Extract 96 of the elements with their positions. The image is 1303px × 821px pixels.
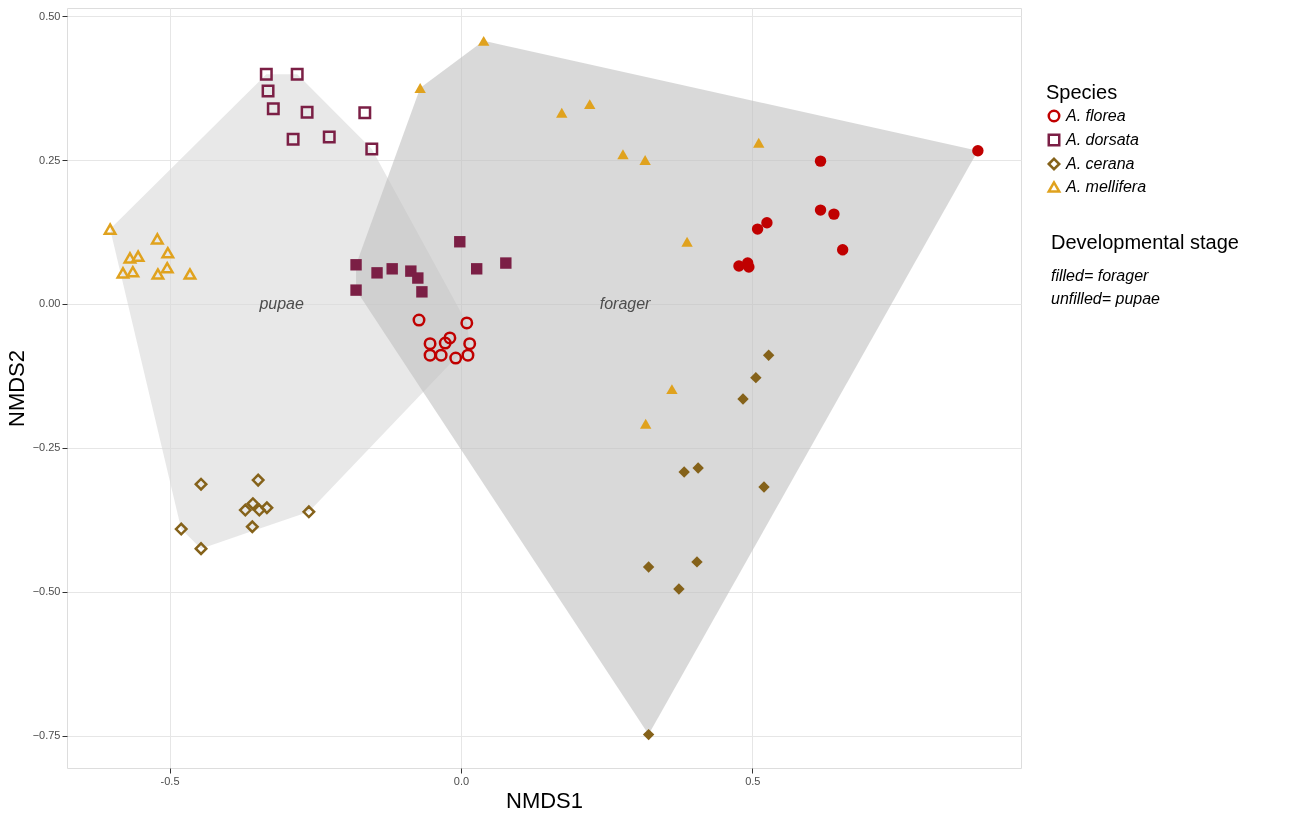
y-tick-label: 0.25	[39, 153, 61, 166]
point	[302, 505, 316, 519]
point	[414, 83, 426, 93]
point	[814, 204, 827, 216]
y-tick-label: 0.50	[39, 9, 61, 22]
point	[642, 728, 655, 741]
text: filled= forager	[1051, 267, 1150, 284]
text: Developmental stage	[1051, 231, 1239, 253]
point	[762, 349, 775, 361]
point	[737, 393, 749, 405]
point	[681, 236, 693, 247]
point	[290, 67, 304, 81]
point	[286, 132, 300, 146]
point	[666, 384, 678, 395]
point	[556, 107, 568, 118]
point	[673, 583, 685, 595]
point	[245, 520, 259, 534]
point	[972, 145, 984, 157]
point	[131, 250, 145, 262]
point	[470, 263, 483, 275]
legend-label: A. cerana	[1065, 155, 1135, 172]
point	[151, 268, 165, 280]
point	[300, 105, 314, 119]
point	[123, 252, 137, 264]
point	[753, 137, 765, 148]
point	[322, 130, 336, 144]
point	[350, 259, 362, 271]
point	[126, 265, 140, 278]
point	[266, 102, 280, 116]
point	[183, 268, 197, 280]
point	[750, 371, 762, 384]
point	[454, 236, 466, 248]
point	[461, 348, 475, 362]
point	[371, 267, 383, 279]
x-tick-label: 0.5	[745, 774, 761, 787]
point	[500, 257, 512, 269]
point	[194, 542, 208, 556]
annotation: pupae	[258, 295, 304, 313]
point	[423, 348, 437, 362]
point	[758, 481, 770, 493]
point	[463, 337, 477, 351]
y-tick-label: −0.75	[32, 729, 61, 742]
point	[477, 35, 490, 46]
x-tick-label: -0.5	[160, 774, 180, 787]
point	[246, 497, 260, 511]
point	[174, 522, 188, 536]
point	[678, 466, 690, 478]
point	[103, 223, 117, 235]
point	[639, 155, 651, 165]
point	[617, 149, 629, 160]
point	[116, 267, 130, 279]
point	[412, 313, 426, 327]
legend-label: A. mellifera	[1065, 178, 1147, 195]
point	[751, 223, 764, 235]
point	[423, 337, 437, 351]
text: unfilled= pupae	[1051, 290, 1161, 307]
point	[828, 208, 840, 220]
point	[416, 286, 428, 298]
point	[259, 67, 273, 81]
x-axis-title: NMDS1	[505, 787, 584, 813]
point	[252, 503, 266, 517]
point	[761, 217, 773, 229]
point	[161, 246, 175, 259]
legend-label: A. florea	[1065, 107, 1126, 124]
point	[251, 473, 265, 487]
y-tick-label: −0.50	[32, 585, 61, 598]
point	[358, 106, 372, 120]
point	[449, 351, 463, 365]
annotation: forager	[599, 295, 652, 313]
point	[365, 142, 379, 156]
point	[642, 561, 655, 573]
y-tick-label: 0.00	[39, 297, 61, 310]
point	[434, 348, 448, 362]
point	[691, 556, 703, 568]
point	[412, 272, 424, 284]
point	[584, 99, 596, 110]
point	[160, 261, 174, 274]
point	[814, 155, 827, 167]
point	[639, 418, 652, 429]
point	[150, 233, 164, 245]
y-tick-label: −0.25	[32, 441, 61, 454]
point	[692, 462, 704, 474]
point	[386, 263, 398, 275]
point	[260, 501, 274, 515]
point	[836, 244, 849, 256]
point	[350, 284, 362, 296]
legend-title: Species	[1046, 81, 1118, 103]
point	[438, 336, 452, 350]
point	[238, 503, 252, 517]
y-axis-title: NMDS2	[3, 349, 29, 428]
point	[194, 477, 208, 491]
point	[460, 316, 474, 330]
point	[261, 84, 275, 98]
legend-label: A. dorsata	[1065, 131, 1140, 148]
point	[443, 331, 457, 345]
x-tick-label: 0.0	[453, 774, 470, 787]
